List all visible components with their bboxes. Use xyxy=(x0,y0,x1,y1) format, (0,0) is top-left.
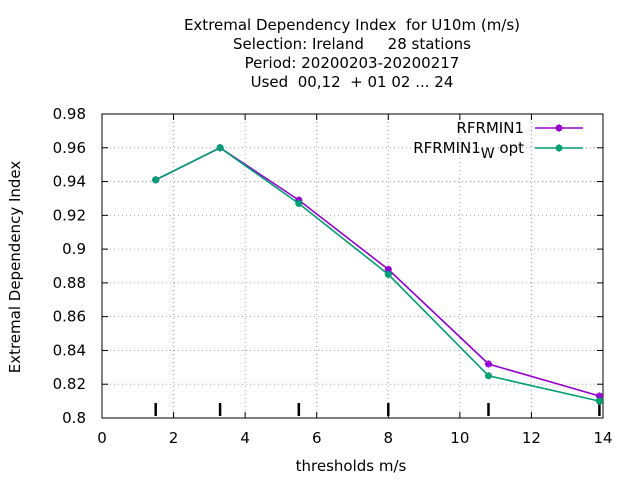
data-point xyxy=(216,144,224,152)
data-point xyxy=(384,265,392,273)
y-axis-label: Extremal Dependency Index xyxy=(6,161,24,374)
y-tick-label: 0.94 xyxy=(53,173,86,191)
y-tick-label: 0.96 xyxy=(53,139,86,157)
y-tick-label: 0.8 xyxy=(62,409,86,427)
x-tick-label: 6 xyxy=(312,429,322,447)
series-line-1 xyxy=(155,146,600,397)
legend-marker-1 xyxy=(555,124,563,132)
plot-frame xyxy=(101,113,604,419)
legend-label-1: RFRMIN1 xyxy=(456,119,524,137)
x-tick-label: 2 xyxy=(169,429,179,447)
series-line-2 xyxy=(155,146,600,402)
data-point xyxy=(595,397,604,405)
x-tick-label: 0 xyxy=(97,429,107,447)
x-axis-label: thresholds m/s xyxy=(296,457,407,475)
y-tick-label: 0.9 xyxy=(62,240,86,258)
x-tick-label: 4 xyxy=(240,429,250,447)
y-tick-label: 0.82 xyxy=(53,375,86,393)
x-tick-label: 8 xyxy=(384,429,394,447)
y-tick-label: 0.86 xyxy=(53,308,86,326)
data-point xyxy=(384,270,392,279)
data-point xyxy=(484,360,493,368)
chart-title: Extremal Dependency Index for U10m (m/s) xyxy=(183,16,521,34)
x-tick-label: 12 xyxy=(522,429,541,447)
y-tick-label: 0.92 xyxy=(53,206,86,224)
y-tick-label: 0.98 xyxy=(53,105,86,123)
chart-title-block: Extremal Dependency Index for U10m (m/s)… xyxy=(0,16,640,92)
chart-subtitle-used: Used 00,12 + 01 02 ... 24 xyxy=(250,73,454,91)
y-tick-label: 0.84 xyxy=(53,341,86,359)
legend-marker-2 xyxy=(555,144,563,152)
data-point xyxy=(484,372,493,380)
data-point xyxy=(295,199,303,208)
y-tick-label: 0.88 xyxy=(53,274,86,292)
x-tick-label: 10 xyxy=(450,429,469,447)
chart-subtitle-period: Period: 20200203-20200217 xyxy=(244,54,460,72)
chart-subtitle-selection: Selection: Ireland 28 stations xyxy=(233,35,471,53)
legend-label-2: RFRMIN1W opt xyxy=(413,139,524,162)
data-point xyxy=(152,176,160,184)
x-tick-label: 14 xyxy=(593,429,612,447)
